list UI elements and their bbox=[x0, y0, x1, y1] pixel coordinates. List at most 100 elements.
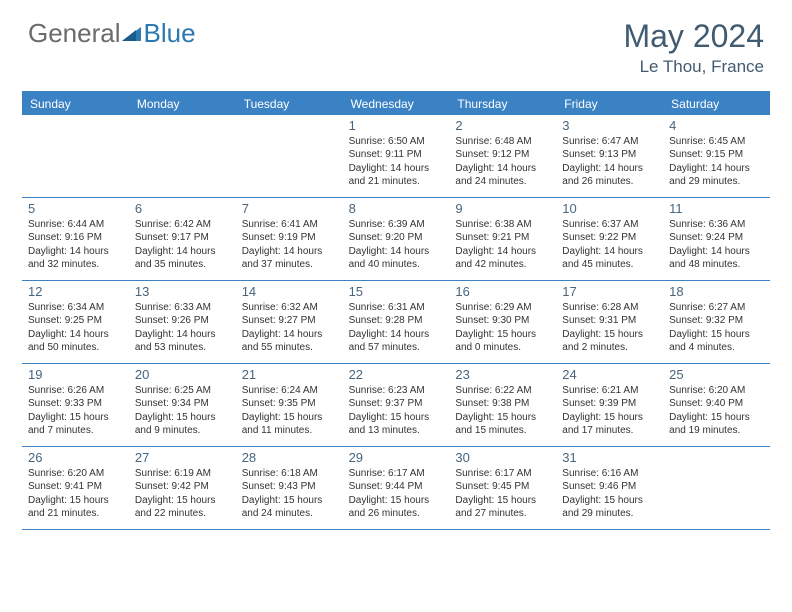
daylight-line1: Daylight: 15 hours bbox=[455, 494, 552, 507]
sunrise-line: Sunrise: 6:42 AM bbox=[135, 218, 232, 231]
sunrise-line: Sunrise: 6:19 AM bbox=[135, 467, 232, 480]
sunrise-line: Sunrise: 6:41 AM bbox=[242, 218, 339, 231]
daylight-line1: Daylight: 15 hours bbox=[562, 494, 659, 507]
day-number: 3 bbox=[562, 118, 659, 133]
logo-triangle-icon bbox=[122, 18, 142, 49]
calendar-cell: 30Sunrise: 6:17 AMSunset: 9:45 PMDayligh… bbox=[449, 447, 556, 529]
sunset-line: Sunset: 9:38 PM bbox=[455, 397, 552, 410]
day-info: Sunrise: 6:17 AMSunset: 9:44 PMDaylight:… bbox=[349, 467, 446, 521]
title-block: May 2024 Le Thou, France bbox=[623, 18, 764, 77]
location-label: Le Thou, France bbox=[623, 57, 764, 77]
day-info: Sunrise: 6:31 AMSunset: 9:28 PMDaylight:… bbox=[349, 301, 446, 355]
sunset-line: Sunset: 9:34 PM bbox=[135, 397, 232, 410]
calendar-cell: 21Sunrise: 6:24 AMSunset: 9:35 PMDayligh… bbox=[236, 364, 343, 446]
day-info: Sunrise: 6:20 AMSunset: 9:41 PMDaylight:… bbox=[28, 467, 125, 521]
day-number: 15 bbox=[349, 284, 446, 299]
calendar-cell: 20Sunrise: 6:25 AMSunset: 9:34 PMDayligh… bbox=[129, 364, 236, 446]
sunrise-line: Sunrise: 6:39 AM bbox=[349, 218, 446, 231]
day-info: Sunrise: 6:16 AMSunset: 9:46 PMDaylight:… bbox=[562, 467, 659, 521]
daylight-line2: and 42 minutes. bbox=[455, 258, 552, 271]
daylight-line1: Daylight: 15 hours bbox=[455, 411, 552, 424]
daylight-line2: and 0 minutes. bbox=[455, 341, 552, 354]
daylight-line2: and 26 minutes. bbox=[562, 175, 659, 188]
daylight-line2: and 9 minutes. bbox=[135, 424, 232, 437]
daylight-line1: Daylight: 14 hours bbox=[669, 245, 766, 258]
calendar-cell: 11 Sunrise: 6:36 AMSunset: 9:24 PMDayligh… bbox=[663, 198, 770, 280]
day-number: 20 bbox=[135, 367, 232, 382]
daylight-line2: and 24 minutes. bbox=[455, 175, 552, 188]
month-title: May 2024 bbox=[623, 18, 764, 55]
day-info: Sunrise: 6:47 AMSunset: 9:13 PMDaylight:… bbox=[562, 135, 659, 189]
daylight-line2: and 57 minutes. bbox=[349, 341, 446, 354]
sunrise-line: Sunrise: 6:38 AM bbox=[455, 218, 552, 231]
daylight-line1: Daylight: 14 hours bbox=[349, 162, 446, 175]
sunset-line: Sunset: 9:25 PM bbox=[28, 314, 125, 327]
daylight-line2: and 26 minutes. bbox=[349, 507, 446, 520]
day-info: Sunrise: 6:23 AMSunset: 9:37 PMDaylight:… bbox=[349, 384, 446, 438]
day-number: 10 bbox=[562, 201, 659, 216]
calendar-cell: 28Sunrise: 6:18 AMSunset: 9:43 PMDayligh… bbox=[236, 447, 343, 529]
calendar-cell: 26Sunrise: 6:20 AMSunset: 9:41 PMDayligh… bbox=[22, 447, 129, 529]
day-info: Sunrise: 6:19 AMSunset: 9:42 PMDaylight:… bbox=[135, 467, 232, 521]
day-info: Sunrise: 6:28 AMSunset: 9:31 PMDaylight:… bbox=[562, 301, 659, 355]
day-number: 27 bbox=[135, 450, 232, 465]
day-info: Sunrise: 6:34 AMSunset: 9:25 PMDaylight:… bbox=[28, 301, 125, 355]
daylight-line1: Daylight: 15 hours bbox=[349, 494, 446, 507]
sunrise-line: Sunrise: 6:21 AM bbox=[562, 384, 659, 397]
sunrise-line: Sunrise: 6:48 AM bbox=[455, 135, 552, 148]
sunrise-line: Sunrise: 6:47 AM bbox=[562, 135, 659, 148]
day-number: 4 bbox=[669, 118, 766, 133]
day-info: Sunrise: 6:17 AMSunset: 9:45 PMDaylight:… bbox=[455, 467, 552, 521]
sunrise-line: Sunrise: 6:32 AM bbox=[242, 301, 339, 314]
day-info: Sunrise: 6:36 AMSunset: 9:24 PMDaylight:… bbox=[669, 218, 766, 272]
daylight-line1: Daylight: 15 hours bbox=[455, 328, 552, 341]
day-number: 14 bbox=[242, 284, 339, 299]
sunset-line: Sunset: 9:45 PM bbox=[455, 480, 552, 493]
sunset-line: Sunset: 9:22 PM bbox=[562, 231, 659, 244]
dow-monday: Monday bbox=[129, 93, 236, 115]
daylight-line2: and 21 minutes. bbox=[28, 507, 125, 520]
sunset-line: Sunset: 9:15 PM bbox=[669, 148, 766, 161]
day-number: 6 bbox=[135, 201, 232, 216]
sunset-line: Sunset: 9:41 PM bbox=[28, 480, 125, 493]
week-row: 19Sunrise: 6:26 AMSunset: 9:33 PMDayligh… bbox=[22, 364, 770, 447]
sunrise-line: Sunrise: 6:22 AM bbox=[455, 384, 552, 397]
day-info: Sunrise: 6:37 AMSunset: 9:22 PMDaylight:… bbox=[562, 218, 659, 272]
sunrise-line: Sunrise: 6:45 AM bbox=[669, 135, 766, 148]
dow-friday: Friday bbox=[556, 93, 663, 115]
sunrise-line: Sunrise: 6:37 AM bbox=[562, 218, 659, 231]
calendar-cell: 9Sunrise: 6:38 AMSunset: 9:21 PMDaylight… bbox=[449, 198, 556, 280]
daylight-line1: Daylight: 15 hours bbox=[669, 411, 766, 424]
daylight-line1: Daylight: 14 hours bbox=[669, 162, 766, 175]
day-number: 11 bbox=[669, 201, 766, 216]
sunset-line: Sunset: 9:44 PM bbox=[349, 480, 446, 493]
daylight-line2: and 15 minutes. bbox=[455, 424, 552, 437]
sunset-line: Sunset: 9:19 PM bbox=[242, 231, 339, 244]
day-info: Sunrise: 6:41 AMSunset: 9:19 PMDaylight:… bbox=[242, 218, 339, 272]
day-info: Sunrise: 6:29 AMSunset: 9:30 PMDaylight:… bbox=[455, 301, 552, 355]
page-header: GeneralBlue May 2024 Le Thou, France bbox=[0, 0, 792, 85]
sunrise-line: Sunrise: 6:50 AM bbox=[349, 135, 446, 148]
daylight-line2: and 29 minutes. bbox=[562, 507, 659, 520]
sunrise-line: Sunrise: 6:27 AM bbox=[669, 301, 766, 314]
sunset-line: Sunset: 9:24 PM bbox=[669, 231, 766, 244]
calendar-cell: 5Sunrise: 6:44 AMSunset: 9:16 PMDaylight… bbox=[22, 198, 129, 280]
calendar-cell: 24Sunrise: 6:21 AMSunset: 9:39 PMDayligh… bbox=[556, 364, 663, 446]
day-info: Sunrise: 6:45 AMSunset: 9:15 PMDaylight:… bbox=[669, 135, 766, 189]
calendar-cell bbox=[22, 115, 129, 197]
sunset-line: Sunset: 9:43 PM bbox=[242, 480, 339, 493]
calendar-cell: 22Sunrise: 6:23 AMSunset: 9:37 PMDayligh… bbox=[343, 364, 450, 446]
day-number: 8 bbox=[349, 201, 446, 216]
day-number: 31 bbox=[562, 450, 659, 465]
daylight-line1: Daylight: 14 hours bbox=[242, 328, 339, 341]
sunset-line: Sunset: 9:17 PM bbox=[135, 231, 232, 244]
calendar-cell: 25Sunrise: 6:20 AMSunset: 9:40 PMDayligh… bbox=[663, 364, 770, 446]
daylight-line1: Daylight: 15 hours bbox=[562, 411, 659, 424]
daylight-line2: and 45 minutes. bbox=[562, 258, 659, 271]
sunrise-line: Sunrise: 6:31 AM bbox=[349, 301, 446, 314]
daylight-line2: and 53 minutes. bbox=[135, 341, 232, 354]
day-info: Sunrise: 6:48 AMSunset: 9:12 PMDaylight:… bbox=[455, 135, 552, 189]
calendar-cell: 4 Sunrise: 6:45 AMSunset: 9:15 PMDaylight… bbox=[663, 115, 770, 197]
dow-saturday: Saturday bbox=[663, 93, 770, 115]
day-info: Sunrise: 6:33 AMSunset: 9:26 PMDaylight:… bbox=[135, 301, 232, 355]
